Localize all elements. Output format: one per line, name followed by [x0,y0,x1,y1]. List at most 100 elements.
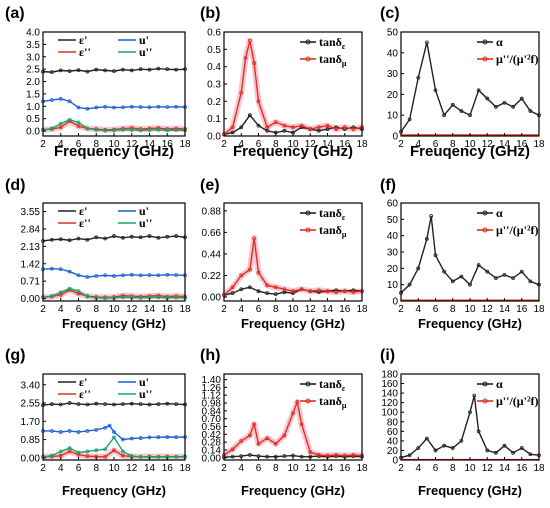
data-point [103,454,108,459]
data-point [85,237,90,242]
data-point [265,291,270,296]
data-point [299,287,304,292]
x-tick-label: 6 [433,304,439,315]
y-tick-label: 0.00 [21,453,41,464]
panel-c: 2 4 6 8 10 12 14 16 18 0 10 20 30 40 50 Freuqency (GHz)… [380,5,545,160]
data-point [239,125,244,130]
data-point [49,237,54,242]
legend-label: ε'' [79,387,91,401]
x-tick-label: 2 [40,463,46,474]
data-point [256,289,261,294]
x-tick-label: 4 [238,139,244,150]
panel-label: (f) [380,177,396,194]
y-tick-label: 0 [392,456,398,467]
x-axis-label: Frequency (GHz) [62,316,166,331]
y-tick-label: 140 [381,389,398,400]
data-point [49,429,54,433]
legend-label: tanδε [319,377,346,393]
data-point [334,127,339,131]
data-point [230,291,235,296]
data-point [103,425,108,430]
panel-h: 2 4 6 8 10 12 14 16 180.000.140.280.420.560.700.… [200,347,368,498]
legend-label: u'' [139,216,152,230]
series-line [223,238,363,296]
x-tick-label: 6 [256,139,262,150]
data-point [433,253,438,258]
data-point [230,125,235,130]
data-point [58,96,63,101]
y-tick-label: 0.71 [21,277,41,288]
legend-marker [305,227,311,233]
x-tick-label: 2 [221,463,227,474]
data-point [424,40,429,45]
data-point [129,234,134,239]
data-point [120,453,125,458]
y-tick-label: 10 [387,280,399,291]
x-tick-label: 4 [415,304,421,315]
data-point [291,125,295,130]
data-point [120,273,125,278]
x-axis-label: Frequency (GHz) [418,316,522,331]
y-tick-label: 0.84 [202,406,222,417]
x-tick-label: 4 [58,463,64,474]
data-point [342,289,347,294]
data-point [174,402,179,407]
data-point [138,105,143,109]
data-point [120,105,125,110]
y-tick-label: 60 [387,427,399,438]
data-point [138,235,143,240]
data-point [156,127,161,132]
data-point [112,274,116,278]
data-point [138,273,143,278]
y-tick-label: 40 [387,436,399,447]
legend-label: tanδμ [319,223,347,239]
x-tick-label: 16 [162,139,174,150]
data-point [239,273,244,278]
data-point [252,61,257,66]
data-point [247,285,252,290]
data-point [165,401,170,406]
data-point [265,283,270,288]
data-point [230,447,235,452]
y-tick-label: 30 [387,69,399,80]
data-point [273,285,278,290]
data-point [58,121,63,126]
data-point [103,402,108,407]
data-point [299,422,304,427]
series-line [223,454,363,458]
data-point [49,266,54,271]
data-point [165,234,170,239]
legend-label: u'' [139,45,152,59]
data-point [165,105,170,109]
data-point [450,102,455,107]
y-tick-label: 1.0 [26,102,40,113]
data-point [129,128,134,132]
legend-label: ε' [79,204,87,218]
y-tick-label: 20 [387,446,399,457]
y-tick-label: 50 [387,215,399,226]
y-tick-label: 10 [387,111,399,122]
data-point [429,214,434,218]
legend-marker [482,210,488,216]
x-tick-label: 10 [108,463,120,474]
data-point [351,127,356,131]
data-point [165,435,170,439]
x-axis-label: Freuqency (GHz) [410,143,530,160]
panel-f: 2 4 6 8 10 12 14 16 18 0 10 20 30 40 50 60 Frequency (GH… [380,177,545,331]
data-point [76,68,81,73]
data-point [49,70,54,75]
data-point [243,56,248,60]
y-tick-label: 0.0 [207,132,221,143]
data-point [94,127,99,132]
data-point [76,236,81,241]
x-tick-label: 12 [126,139,138,150]
data-point [112,448,116,453]
data-point [325,289,330,294]
data-point [265,125,270,130]
x-tick-label: 4 [58,139,64,150]
data-point [103,447,108,452]
y-tick-label: 0 [392,297,398,308]
data-point [76,124,81,128]
data-point [502,100,507,105]
data-point [174,234,179,238]
